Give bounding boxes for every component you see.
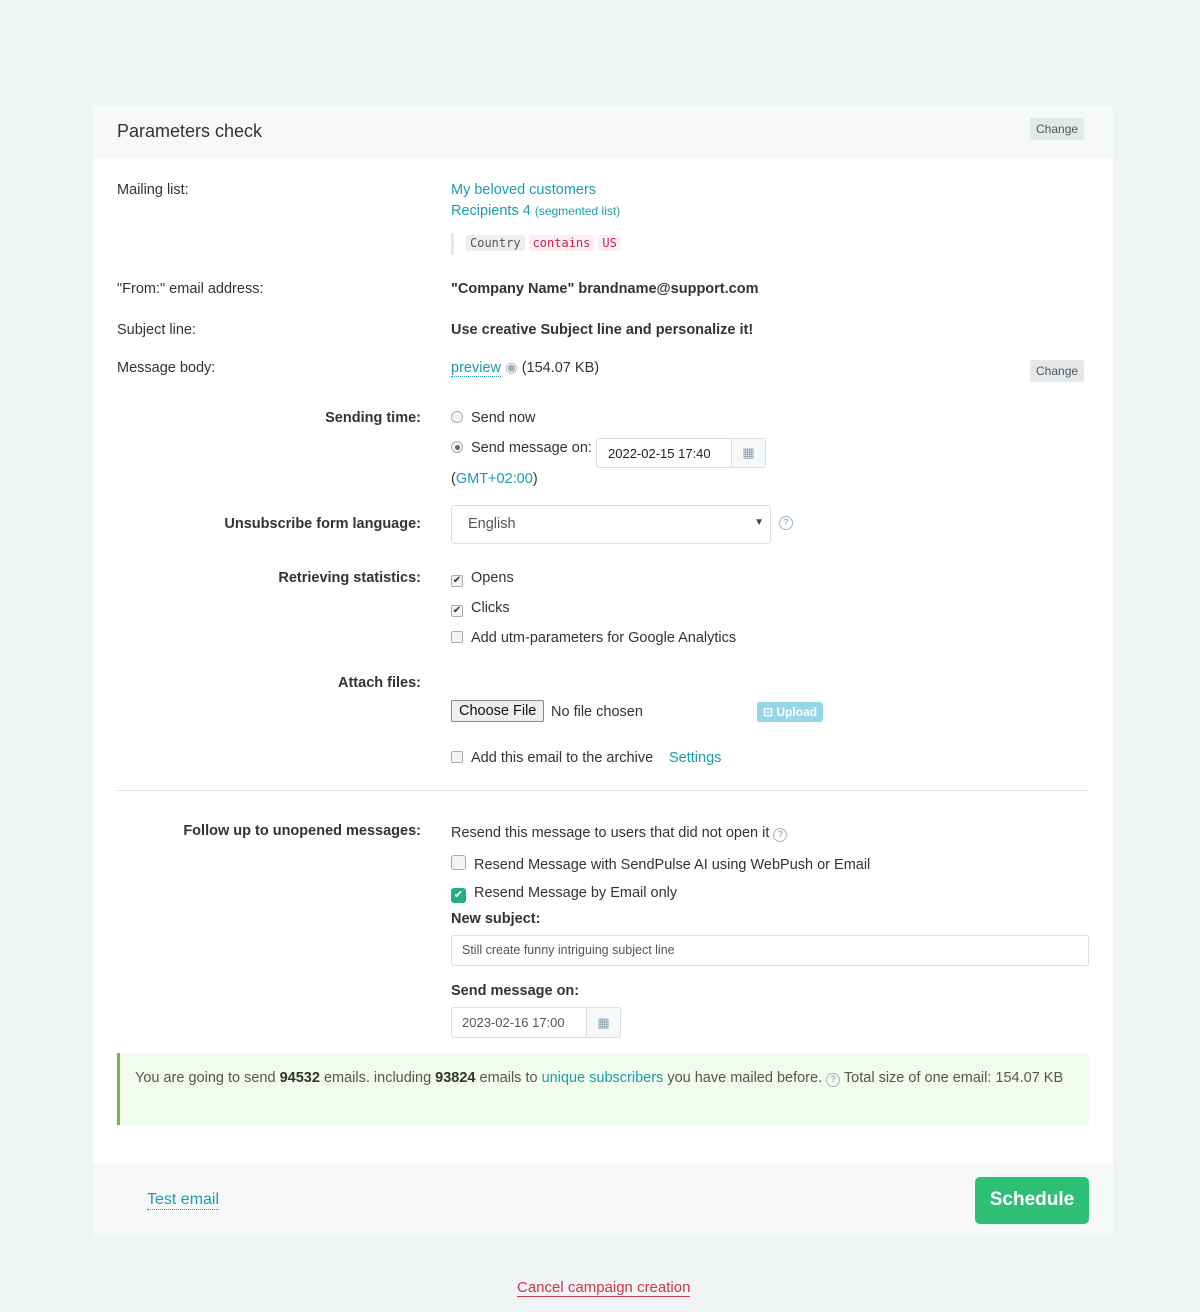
timezone-link[interactable]: GMT+02:00 [455,471,533,487]
test-email-link[interactable]: Test email [147,1191,220,1210]
archive-checkbox[interactable]: Add this email to the archive [451,750,653,766]
new-subject-label: New subject: [451,911,541,927]
schedule-button[interactable]: Schedule [975,1177,1089,1224]
segment-filter: Country contains US [451,233,625,255]
card-footer [93,1164,1113,1236]
card-header [93,106,1113,159]
summary-alert: You are going to send 94532 emails. incl… [117,1053,1089,1125]
no-file-text: No file chosen [551,704,643,720]
resend-ai-checkbox[interactable]: Resend Message with SendPulse AI using W… [451,855,870,873]
checkbox-checked-icon: ✔ [451,575,463,587]
chevron-down-icon: ▼ [754,517,764,528]
send-on-radio[interactable]: Send message on: [451,440,592,456]
checkbox-icon [451,855,466,870]
stats-label: Retrieving statistics: [278,570,421,586]
checkbox-icon [451,751,463,763]
followup-send-on-label: Send message on: [451,983,580,999]
eye-icon: ◉ [505,360,518,376]
selected-language: English [468,516,516,532]
page-title: Parameters check [117,121,263,141]
from-value: "Company Name" brandname@support.com [451,281,759,297]
change-button[interactable]: Change [1030,118,1085,140]
filter-field: Country [466,235,525,251]
utm-checkbox[interactable]: Add utm-parameters for Google Analytics [451,630,736,646]
filter-value: US [598,235,621,251]
archive-settings-link[interactable]: Settings [669,750,722,766]
from-label: "From:" email address: [117,281,264,297]
send-now-radio[interactable]: Send now [451,410,536,426]
help-icon[interactable]: ? [779,516,793,530]
choose-file-button[interactable]: Choose File [451,700,545,722]
unsub-language-label: Unsubscribe form language: [224,516,421,532]
divider [117,790,1089,791]
help-icon[interactable]: ? [773,828,788,842]
body-size: (154.07 KB) [521,360,600,376]
message-body-label: Message body: [117,360,216,376]
upload-button[interactable]: ⊡ Upload [757,702,824,722]
recipients-count[interactable]: Recipients 4 [451,203,531,219]
radio-icon[interactable] [451,411,463,423]
unsub-language-select[interactable]: English ▼ [451,505,771,544]
segmented-note: (segmented list) [534,204,621,218]
message-body: preview ◉ (154.07 KB) [451,360,600,377]
checkbox-checked-icon: ✔ [451,888,466,903]
help-icon[interactable]: ? [826,1073,841,1087]
filter-operator: contains [528,235,595,251]
clicks-checkbox[interactable]: ✔ Clicks [451,600,510,617]
subject-label: Subject line: [117,322,196,338]
cancel-campaign-link[interactable]: Cancel campaign creation [517,1279,691,1297]
mailing-list-link[interactable]: My beloved customers [451,182,597,198]
datetime-value: 2022-02-15 17:40 [608,446,711,461]
subject-value: Use creative Subject line and personaliz… [451,322,754,338]
checkbox-checked-icon: ✔ [451,605,463,617]
resend-email-checkbox[interactable]: ✔ Resend Message by Email only [451,885,677,903]
calendar-icon[interactable]: ▦ [586,1008,620,1037]
new-subject-input[interactable]: Still create funny intriguing subject li… [451,935,1089,966]
parameters-card [93,106,1113,1236]
followup-datetime-input[interactable]: 2023-02-16 17:00 ▦ [451,1007,621,1038]
send-on-label: Send message on: [471,440,592,456]
calendar-icon[interactable]: ▦ [731,439,765,467]
timezone: (GMT+02:00) [451,471,538,487]
unique-subscribers-link[interactable]: unique subscribers [541,1070,664,1086]
sending-time-label: Sending time: [325,410,421,426]
preview-link[interactable]: preview [451,360,501,377]
change-body-button[interactable]: Change [1030,360,1085,382]
send-now-label: Send now [471,410,536,426]
mailing-list-label: Mailing list: [117,182,189,198]
opens-checkbox[interactable]: ✔ Opens [451,570,514,587]
followup-desc: Resend this message to users that did no… [451,825,788,842]
radio-icon[interactable] [451,441,463,453]
upload-icon: ⊡ [763,705,774,719]
attach-label: Attach files: [338,675,421,691]
send-datetime-input[interactable]: 2022-02-15 17:40 ▦ [596,438,766,468]
recipients[interactable]: Recipients 4 (segmented list) [451,203,620,219]
followup-label: Follow up to unopened messages: [183,823,421,839]
checkbox-icon [451,631,463,643]
